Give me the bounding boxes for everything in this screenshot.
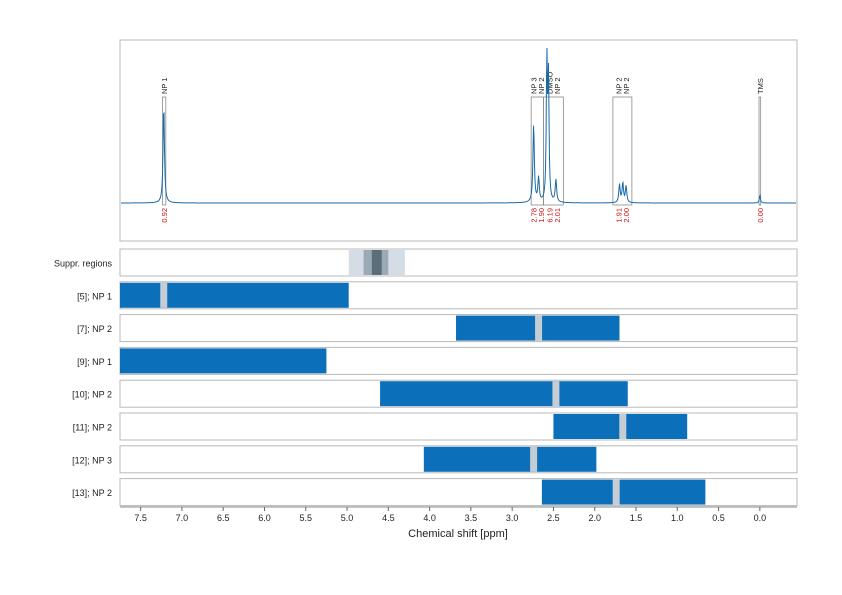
spectrum-line [121,47,796,204]
x-tick-label: 0.5 [712,513,725,523]
x-tick-label: 7.5 [134,513,147,523]
x-tick-label: 2.0 [588,513,601,523]
fit-region-bar [423,446,597,472]
x-tick-label: 1.5 [630,513,643,523]
spectrum-frame [119,39,798,242]
fit-row-frame [119,412,798,441]
peak-label: NP 2 [553,77,562,94]
x-tick-label: 0.0 [754,513,767,523]
fit-region-bar [541,479,706,505]
integral-label: 2.01 [553,208,562,223]
fit-row-label: [11]; NP 2 [73,423,112,433]
integral-label: 1.91 [615,208,624,223]
fit-row-label: [5]; NP 1 [77,291,112,301]
fit-region-gap [535,315,543,341]
peak-label: DMSO [546,71,555,94]
integral-label: 6.19 [546,208,555,223]
x-tick-label: 5.0 [341,513,354,523]
fit-row-label: [7]; NP 2 [77,324,112,334]
x-tick-label: 4.0 [423,513,436,523]
fit-region-gap [530,446,538,472]
x-tick-label: 3.5 [465,513,478,523]
fit-region-bar [380,381,628,407]
x-tick-label: 2.5 [547,513,560,523]
peak-label: NP 3 [530,77,539,94]
x-axis: 7.5 7.0 6.5 6.0 5.5 5.0 4.5 4.0 3.5 3.0 2.5 2.0 1.5 1… [120,506,797,523]
integral-label: 0.00 [756,208,765,223]
integral-label: 1.90 [537,208,546,223]
peak-annotation-box [758,96,762,206]
fit-row-label: [12]; NP 3 [72,455,112,465]
fit-row-label: [13]; NP 2 [72,488,112,498]
suppression-band [371,250,382,275]
integral-label: 0.92 [160,208,169,223]
x-tick-label: 6.5 [217,513,230,523]
peak-label: NP 1 [160,77,169,94]
fit-row-label: [10]; NP 2 [72,390,112,400]
peak-annotation-box [612,96,633,206]
x-tick-label: 6.0 [258,513,271,523]
x-tick-label: 1.0 [671,513,684,523]
fit-region-gap [552,381,560,407]
fit-row-label: [9]; NP 1 [77,357,112,367]
integral-label: 2.00 [622,208,631,223]
fit-region-gap [612,479,620,505]
spectrum-panel: NP 1 0.92 NP 3 2.78 NP 2 1.90 DMSO 6.19 NP 2 2.01… [119,39,798,242]
integral-label: 2.78 [530,208,539,223]
peak-label: NP 2 [615,77,624,94]
peak-annotation-box [543,96,564,206]
fit-region-rows: Suppr. regions [5]; NP 1 [7]; NP 2 [9]; NP … [54,248,798,507]
peak-label: TMS [756,78,765,94]
x-tick-label: 7.0 [176,513,189,523]
peak-label: NP 2 [622,77,631,94]
fit-region-bar [120,282,349,308]
suppression-row-frame [119,248,798,277]
x-tick-label: 3.0 [506,513,519,523]
fit-region-gap [160,282,168,308]
fit-region-gap [619,414,627,439]
suppression-row-label: Suppr. regions [54,259,113,269]
fit-region-bar [120,348,327,374]
x-axis-label: Chemical shift [ppm] [408,528,508,540]
x-tick-label: 4.5 [382,513,395,523]
x-tick-label: 5.5 [300,513,313,523]
peak-label: NP 2 [537,77,546,94]
